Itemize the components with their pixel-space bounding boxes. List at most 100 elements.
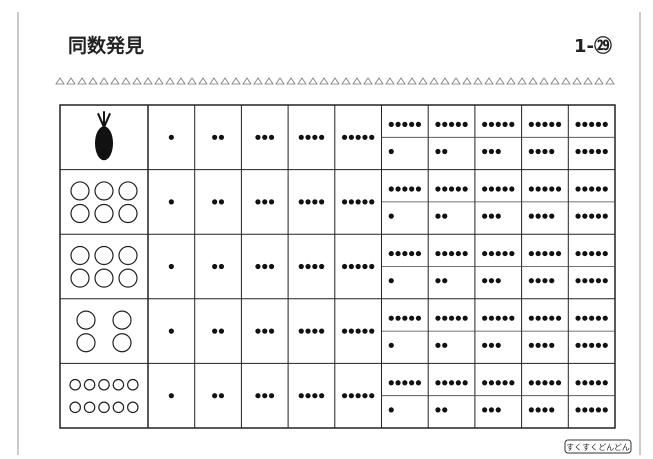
dot-group	[381, 315, 429, 348]
dot	[442, 342, 448, 348]
picture	[118, 245, 138, 266]
dot-group	[428, 315, 475, 348]
dot	[575, 407, 581, 413]
strip-mark	[55, 77, 65, 85]
dot	[549, 315, 555, 321]
dot	[462, 315, 468, 321]
dot	[482, 213, 488, 219]
dot	[549, 186, 555, 192]
picture	[70, 268, 90, 288]
dot	[218, 199, 225, 205]
dot	[575, 380, 581, 386]
dot	[319, 134, 325, 140]
dot	[388, 213, 394, 219]
strip-mark	[198, 77, 208, 85]
dot	[355, 393, 361, 399]
strip-mark	[110, 77, 120, 85]
dot-group	[298, 393, 325, 399]
strip-mark	[319, 77, 329, 85]
dot	[502, 186, 508, 192]
strip-mark	[132, 77, 142, 85]
dot	[341, 199, 348, 205]
strip-mark	[165, 77, 175, 85]
dot	[509, 380, 515, 386]
dot	[575, 342, 581, 348]
dot	[442, 380, 448, 386]
dot	[442, 278, 448, 284]
dot	[555, 186, 562, 192]
picture	[94, 203, 114, 224]
picture	[112, 333, 132, 353]
dot	[602, 250, 608, 257]
dot	[589, 278, 595, 284]
dot	[395, 380, 401, 386]
dot	[488, 278, 495, 284]
dot	[255, 134, 261, 140]
dot	[341, 328, 348, 334]
dot	[415, 250, 422, 257]
dot-group	[521, 315, 569, 348]
strip-mark	[407, 77, 417, 85]
strip-mark	[297, 77, 307, 85]
dot	[415, 315, 422, 321]
dot	[549, 213, 555, 219]
dot	[595, 213, 602, 219]
dot	[495, 148, 501, 155]
dot	[462, 121, 468, 127]
dot	[255, 328, 261, 334]
dot	[435, 148, 441, 155]
picture	[127, 401, 139, 414]
dot	[455, 315, 461, 321]
dot	[262, 134, 268, 140]
picture	[76, 310, 96, 330]
dot	[602, 213, 608, 219]
dot-group	[212, 263, 225, 270]
strip-mark	[517, 77, 527, 85]
dot	[409, 121, 415, 127]
dot	[305, 263, 311, 270]
dot	[542, 121, 548, 127]
dot	[602, 186, 608, 192]
dot	[535, 250, 541, 257]
strip-mark	[495, 77, 505, 85]
strip-mark	[385, 77, 395, 85]
dot	[495, 315, 501, 321]
dot	[298, 393, 304, 399]
dot	[535, 315, 541, 321]
strip-mark	[286, 77, 296, 85]
dot	[402, 250, 408, 257]
dot	[409, 250, 415, 257]
dot	[535, 121, 541, 127]
dot	[305, 328, 311, 334]
dot	[488, 407, 495, 413]
dot	[255, 263, 261, 270]
dot	[402, 315, 408, 321]
dot	[388, 250, 394, 257]
dot	[575, 186, 581, 192]
dot-group	[474, 186, 522, 219]
strip-mark	[539, 77, 549, 85]
strip-mark	[143, 77, 153, 85]
title: 同数発見	[68, 34, 144, 57]
picture-leaves	[97, 111, 111, 128]
dot-group	[212, 199, 225, 205]
picture	[69, 378, 81, 391]
dot	[305, 134, 311, 140]
dot	[482, 278, 488, 284]
dot-group	[521, 250, 569, 284]
strip-mark	[506, 77, 516, 85]
picture	[69, 401, 81, 414]
picture-group	[70, 245, 138, 288]
dot	[549, 342, 555, 348]
dot	[435, 380, 441, 386]
strip-mark	[528, 77, 538, 85]
dot	[482, 186, 488, 192]
dot	[298, 328, 304, 334]
dot	[448, 380, 455, 386]
dot	[168, 393, 174, 399]
dot-group	[212, 134, 225, 140]
dot	[348, 134, 354, 140]
strip-mark	[242, 77, 252, 85]
picture	[98, 378, 110, 391]
dot	[602, 278, 608, 284]
